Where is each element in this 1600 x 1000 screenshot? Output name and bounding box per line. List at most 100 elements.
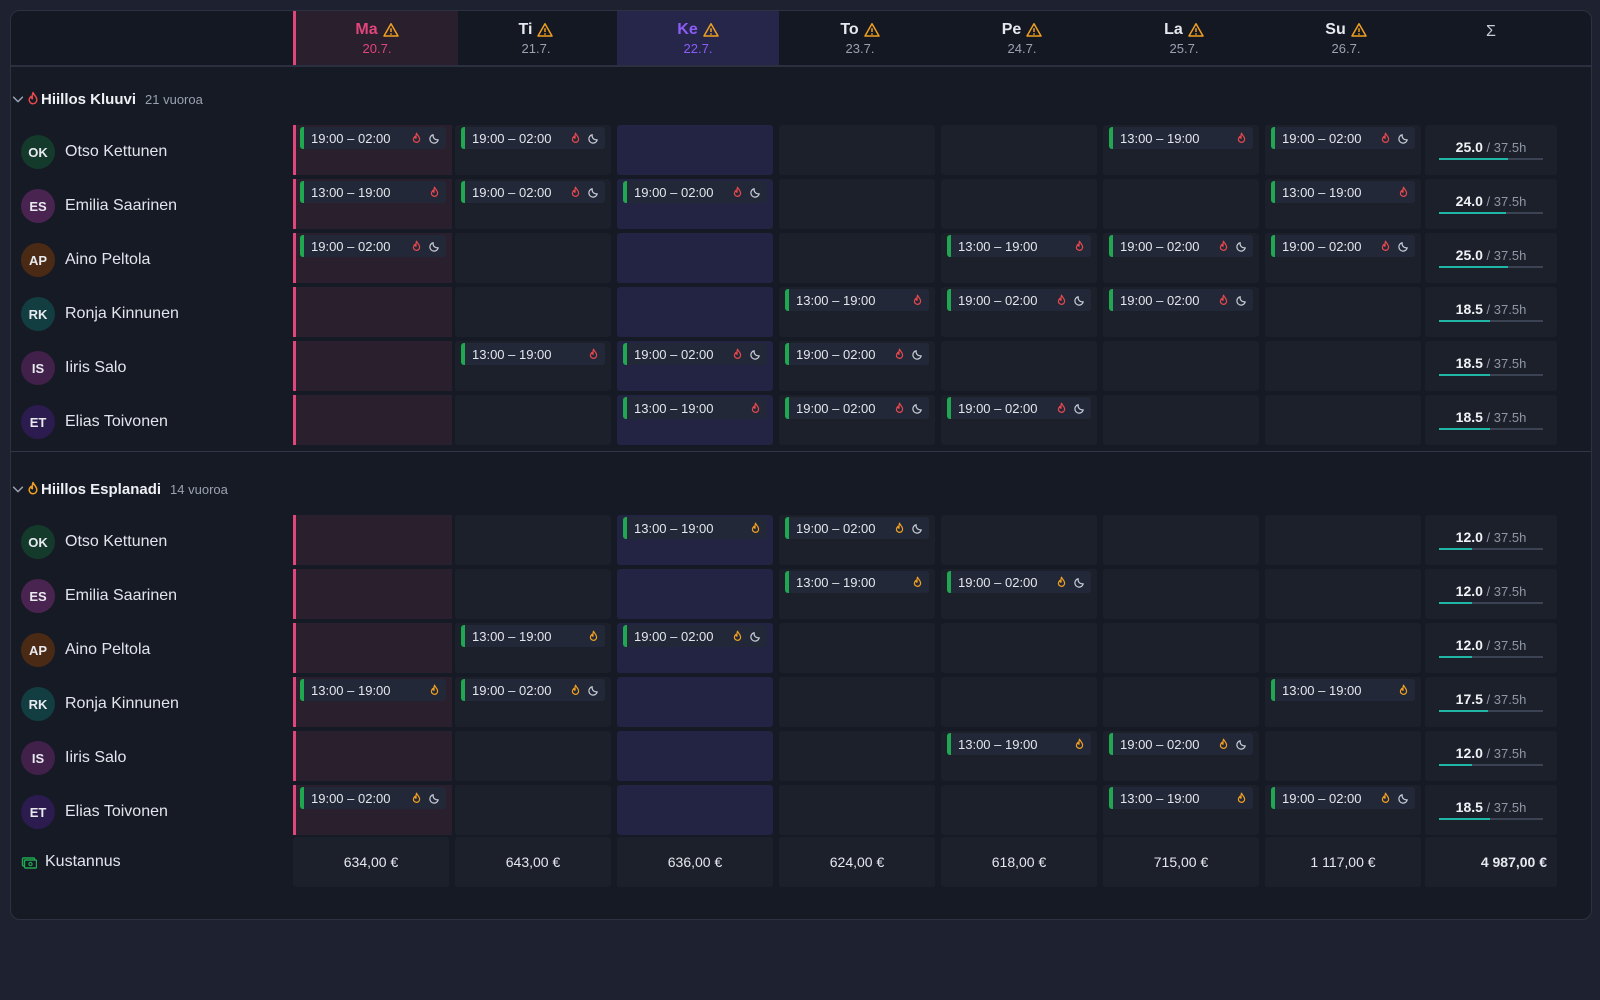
day-header-ke[interactable]: Ke 22.7. [617,11,779,65]
schedule-cell[interactable]: 19:00 – 02:00 [779,341,935,391]
schedule-cell[interactable]: 19:00 – 02:00 [617,623,773,673]
day-header-ti[interactable]: Ti 21.7. [455,11,617,65]
schedule-cell[interactable]: 13:00 – 19:00 [779,287,935,337]
schedule-cell[interactable]: 13:00 – 19:00 [941,233,1097,283]
schedule-cell[interactable] [779,731,935,781]
schedule-cell[interactable] [779,125,935,175]
schedule-cell[interactable]: 13:00 – 19:00 [293,677,452,727]
schedule-cell[interactable] [941,515,1097,565]
schedule-cell[interactable] [779,623,935,673]
schedule-cell[interactable]: 13:00 – 19:00 [617,515,773,565]
shift-block[interactable]: 19:00 – 02:00 [1271,787,1415,809]
schedule-cell[interactable]: 19:00 – 02:00 [293,785,452,835]
shift-block[interactable]: 19:00 – 02:00 [300,787,446,809]
shift-block[interactable]: 19:00 – 02:00 [300,127,446,149]
schedule-cell[interactable] [455,233,611,283]
schedule-cell[interactable] [617,287,773,337]
shift-block[interactable]: 19:00 – 02:00 [785,397,929,419]
schedule-cell[interactable] [1265,623,1421,673]
schedule-cell[interactable] [1265,395,1421,445]
employee-name[interactable]: Elias Toivonen [65,413,168,430]
day-header-su[interactable]: Su 26.7. [1265,11,1427,65]
schedule-cell[interactable] [779,179,935,229]
shift-block[interactable]: 19:00 – 02:00 [1109,289,1253,311]
schedule-cell[interactable] [941,341,1097,391]
shift-block[interactable]: 19:00 – 02:00 [461,127,605,149]
schedule-cell[interactable] [1103,623,1259,673]
day-header-ma[interactable]: Ma 20.7. [293,11,458,65]
schedule-cell[interactable] [1265,731,1421,781]
schedule-cell[interactable]: 13:00 – 19:00 [1265,677,1421,727]
shift-block[interactable]: 19:00 – 02:00 [1271,235,1415,257]
schedule-cell[interactable]: 13:00 – 19:00 [1103,125,1259,175]
schedule-cell[interactable]: 19:00 – 02:00 [1265,125,1421,175]
employee-name[interactable]: Ronja Kinnunen [65,695,179,712]
schedule-cell[interactable] [293,623,452,673]
employee-name[interactable]: Aino Peltola [65,641,151,658]
schedule-cell[interactable] [293,731,452,781]
schedule-cell[interactable] [617,233,773,283]
schedule-cell[interactable] [941,677,1097,727]
schedule-cell[interactable]: 13:00 – 19:00 [1103,785,1259,835]
schedule-cell[interactable]: 19:00 – 02:00 [293,233,452,283]
shift-block[interactable]: 19:00 – 02:00 [623,343,767,365]
schedule-cell[interactable]: 19:00 – 02:00 [941,395,1097,445]
schedule-cell[interactable]: 19:00 – 02:00 [455,179,611,229]
schedule-cell[interactable] [1265,287,1421,337]
schedule-cell[interactable]: 19:00 – 02:00 [779,395,935,445]
shift-block[interactable]: 13:00 – 19:00 [947,733,1091,755]
shift-block[interactable]: 19:00 – 02:00 [947,397,1091,419]
shift-block[interactable]: 19:00 – 02:00 [623,625,767,647]
shift-block[interactable]: 19:00 – 02:00 [300,235,446,257]
shift-block[interactable]: 19:00 – 02:00 [1109,733,1253,755]
schedule-cell[interactable] [1265,569,1421,619]
schedule-cell[interactable]: 19:00 – 02:00 [617,179,773,229]
schedule-cell[interactable]: 19:00 – 02:00 [1265,233,1421,283]
schedule-cell[interactable] [1265,341,1421,391]
employee-name[interactable]: Otso Kettunen [65,533,168,550]
shift-block[interactable]: 13:00 – 19:00 [461,343,605,365]
schedule-cell[interactable] [455,515,611,565]
shift-block[interactable]: 19:00 – 02:00 [623,181,767,203]
shift-block[interactable]: 13:00 – 19:00 [1271,679,1415,701]
schedule-cell[interactable] [1103,395,1259,445]
schedule-cell[interactable] [1103,677,1259,727]
schedule-cell[interactable]: 13:00 – 19:00 [1265,179,1421,229]
schedule-cell[interactable] [941,179,1097,229]
schedule-cell[interactable]: 19:00 – 02:00 [1103,287,1259,337]
schedule-cell[interactable]: 19:00 – 02:00 [1103,731,1259,781]
schedule-cell[interactable] [617,125,773,175]
schedule-cell[interactable] [455,569,611,619]
shift-block[interactable]: 13:00 – 19:00 [461,625,605,647]
schedule-cell[interactable]: 13:00 – 19:00 [455,623,611,673]
shift-block[interactable]: 13:00 – 19:00 [785,289,929,311]
schedule-cell[interactable] [293,515,452,565]
shift-block[interactable]: 13:00 – 19:00 [1109,127,1253,149]
schedule-cell[interactable] [455,785,611,835]
shift-block[interactable]: 19:00 – 02:00 [785,517,929,539]
schedule-cell[interactable] [455,287,611,337]
shift-block[interactable]: 19:00 – 02:00 [785,343,929,365]
shift-block[interactable]: 19:00 – 02:00 [461,181,605,203]
shift-block[interactable]: 19:00 – 02:00 [1271,127,1415,149]
employee-name[interactable]: Elias Toivonen [65,803,168,820]
employee-name[interactable]: Aino Peltola [65,251,151,268]
shift-block[interactable]: 13:00 – 19:00 [623,397,767,419]
group-header[interactable]: Hiillos Kluuvi 21 vuoroa [11,79,301,119]
employee-name[interactable]: Emilia Saarinen [65,197,178,214]
schedule-cell[interactable] [779,785,935,835]
schedule-cell[interactable]: 13:00 – 19:00 [455,341,611,391]
schedule-cell[interactable]: 19:00 – 02:00 [455,677,611,727]
schedule-cell[interactable] [1103,179,1259,229]
schedule-cell[interactable]: 19:00 – 02:00 [941,287,1097,337]
schedule-cell[interactable] [617,731,773,781]
schedule-cell[interactable] [455,395,611,445]
schedule-cell[interactable] [1103,341,1259,391]
schedule-cell[interactable] [293,569,452,619]
shift-block[interactable]: 13:00 – 19:00 [623,517,767,539]
schedule-cell[interactable] [941,785,1097,835]
day-header-la[interactable]: La 25.7. [1103,11,1265,65]
schedule-cell[interactable] [1103,569,1259,619]
schedule-cell[interactable] [617,785,773,835]
schedule-cell[interactable] [455,731,611,781]
